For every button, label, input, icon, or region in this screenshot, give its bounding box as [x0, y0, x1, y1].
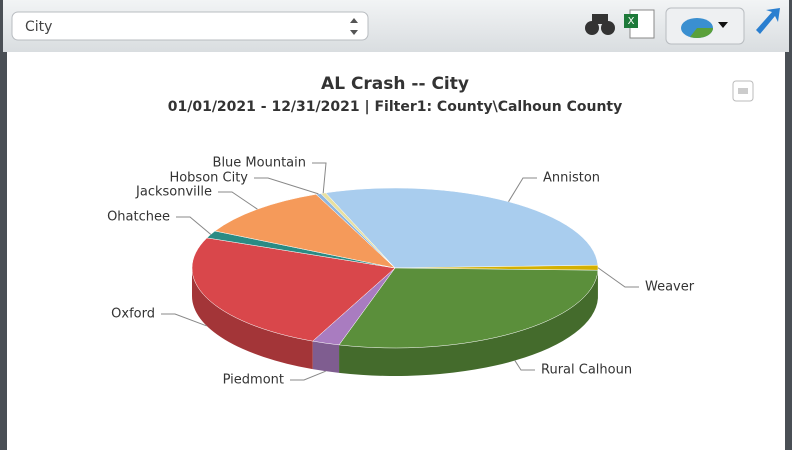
city-dropdown[interactable]: [12, 12, 368, 40]
chart-title: AL Crash -- City: [321, 74, 469, 94]
slice-label: Rural Calhoun: [541, 363, 632, 378]
pie-side: [313, 341, 339, 373]
slice-label: Blue Mountain: [213, 156, 306, 171]
svg-text:X: X: [628, 16, 635, 27]
slice-label: Ohatchee: [107, 210, 170, 225]
slice-label: Hobson City: [169, 171, 248, 186]
slice-label: Weaver: [645, 280, 695, 295]
chart-subtitle: 01/01/2021 - 12/31/2021 | Filter1: Count…: [168, 99, 623, 115]
slice-label: Anniston: [543, 171, 600, 186]
slice-label: Piedmont: [223, 373, 284, 388]
chart-menu-glyph: [738, 88, 748, 94]
slice-label: Jacksonville: [135, 185, 212, 200]
slice-label: Oxford: [111, 307, 155, 322]
dropdown-value: City: [25, 19, 52, 35]
